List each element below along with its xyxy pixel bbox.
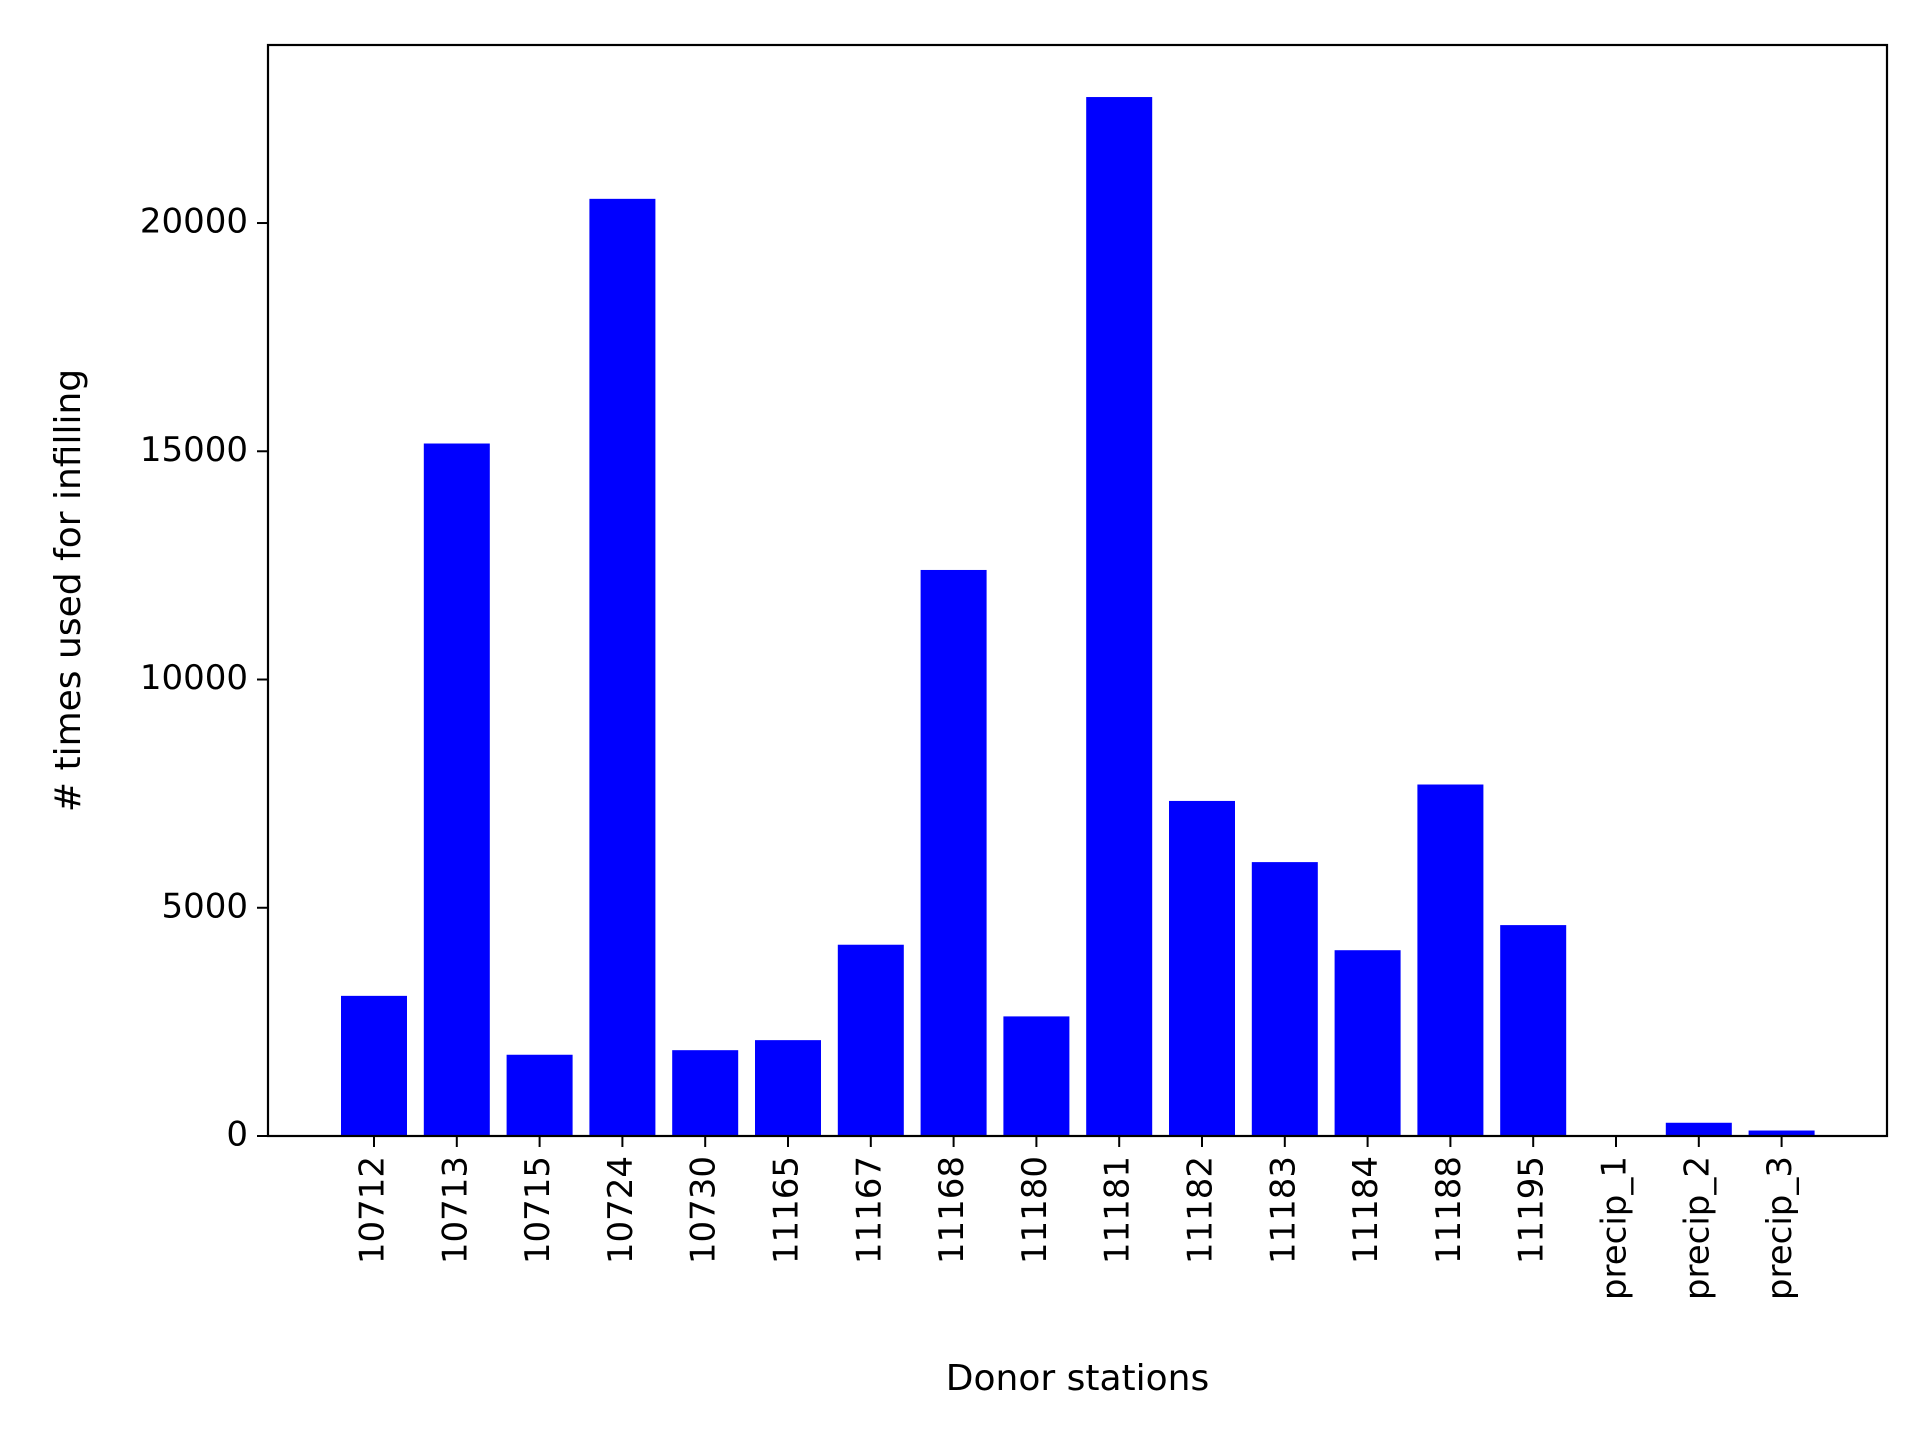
bar-11165: [755, 1040, 821, 1136]
x-axis-label: Donor stations: [946, 1358, 1209, 1399]
bar-11168: [920, 569, 987, 1136]
x-tick-label: 11180: [1015, 1156, 1055, 1264]
x-tick-label: 11184: [1346, 1156, 1386, 1264]
bar-11188: [1417, 784, 1484, 1136]
bar-10724: [589, 198, 656, 1137]
y-tick-label: 10000: [140, 658, 248, 698]
x-tick-label: 10715: [518, 1156, 558, 1264]
x-tick-label: 10712: [353, 1156, 393, 1264]
bar-11195: [1500, 925, 1567, 1136]
bar-10715: [506, 1054, 573, 1136]
x-tick-label: 11168: [932, 1156, 972, 1264]
x-tick-label: 11165: [767, 1156, 807, 1264]
x-tick-label: precip_1: [1595, 1156, 1635, 1300]
y-axis-label: # times used for infilling: [48, 369, 89, 812]
x-tick-label: precip_3: [1760, 1156, 1800, 1300]
y-tick-label: 0: [226, 1115, 248, 1155]
x-tick-label: 10724: [601, 1156, 641, 1264]
x-tick-label: 11183: [1263, 1156, 1303, 1264]
bar-11180: [1003, 1016, 1070, 1136]
plot-frame: [266, 43, 1889, 1138]
bar-precip_2: [1665, 1122, 1732, 1136]
x-tick-label: 11181: [1098, 1156, 1138, 1264]
y-tick-label: 5000: [161, 886, 248, 926]
bar-11167: [837, 944, 904, 1136]
x-tick-label: 10730: [684, 1156, 724, 1264]
bar-10730: [672, 1050, 739, 1136]
bars-layer: [341, 97, 1815, 1137]
x-tick-label: 11167: [849, 1156, 889, 1264]
bar-10713: [423, 443, 490, 1136]
x-tick-label: precip_2: [1677, 1156, 1717, 1300]
bar-precip_3: [1748, 1130, 1815, 1136]
bar-11182: [1169, 800, 1235, 1136]
bar-11184: [1334, 950, 1401, 1136]
x-tick-label: 10713: [435, 1156, 475, 1264]
x-tick-label: 11188: [1429, 1156, 1469, 1264]
x-tick-label: 11182: [1181, 1156, 1221, 1264]
y-tick-label: 15000: [140, 430, 248, 470]
bar-10712: [341, 995, 407, 1136]
bar-11183: [1251, 862, 1318, 1136]
y-tick-label: 20000: [140, 202, 248, 242]
x-tick-label: 11195: [1512, 1156, 1552, 1264]
bar-11181: [1086, 97, 1153, 1136]
ticks-layer: 10712 10713 10715 10724 10730 11165 11167 11168…: [140, 202, 1800, 1301]
